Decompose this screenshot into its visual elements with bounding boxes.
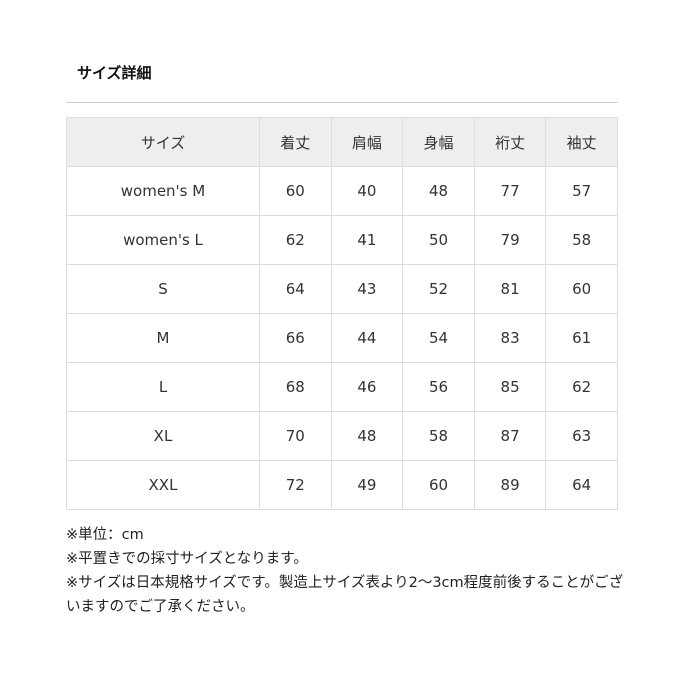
measurement-cell: 46 <box>330 362 404 412</box>
table-row: S 64 43 52 81 60 <box>66 264 618 314</box>
measurement-cell: 70 <box>259 411 332 461</box>
measurement-cell: 58 <box>545 215 618 265</box>
header-sleeve: 袖丈 <box>545 117 618 167</box>
measurement-cell: 77 <box>473 166 547 216</box>
measurement-cell: 60 <box>545 264 618 314</box>
measurement-cell: 50 <box>402 215 475 265</box>
size-label-cell: XXL <box>66 460 260 510</box>
size-table: サイズ 着丈 肩幅 身幅 裄丈 袖丈 women's M 60 40 48 77 57 wo… <box>66 117 618 510</box>
measurement-cell: 72 <box>259 460 332 510</box>
measurement-cell: 68 <box>259 362 332 412</box>
measurement-cell: 66 <box>259 313 332 363</box>
header-yuki: 裄丈 <box>473 117 547 167</box>
header-length: 着丈 <box>259 117 332 167</box>
measurement-cell: 52 <box>402 264 475 314</box>
measurement-cell: 79 <box>473 215 547 265</box>
notes: ※単位：cm ※平置きでの採寸サイズとなります。 ※サイズは日本規格サイズです。… <box>66 523 626 619</box>
measurement-cell: 54 <box>402 313 475 363</box>
measurement-cell: 48 <box>330 411 404 461</box>
measurement-cell: 40 <box>330 166 404 216</box>
measurement-cell: 64 <box>259 264 332 314</box>
measurement-cell: 89 <box>473 460 547 510</box>
measurement-cell: 62 <box>259 215 332 265</box>
divider <box>66 102 618 103</box>
header-chest: 身幅 <box>402 117 475 167</box>
measurement-cell: 60 <box>259 166 332 216</box>
measurement-cell: 64 <box>545 460 618 510</box>
measurement-cell: 43 <box>330 264 404 314</box>
measurement-cell: 85 <box>473 362 547 412</box>
measurement-cell: 56 <box>402 362 475 412</box>
note-unit: ※単位：cm <box>66 527 144 543</box>
measurement-cell: 87 <box>473 411 547 461</box>
table-row: XXL 72 49 60 89 64 <box>66 460 618 510</box>
note-measure: ※平置きでの採寸サイズとなります。 <box>66 551 308 567</box>
size-label-cell: L <box>66 362 260 412</box>
measurement-cell: 83 <box>473 313 547 363</box>
measurement-cell: 57 <box>545 166 618 216</box>
table-row: women's L 62 41 50 79 58 <box>66 215 618 265</box>
measurement-cell: 61 <box>545 313 618 363</box>
table-row: women's M 60 40 48 77 57 <box>66 166 618 216</box>
measurement-cell: 58 <box>402 411 475 461</box>
measurement-cell: 41 <box>330 215 404 265</box>
size-label-cell: women's M <box>66 166 260 216</box>
measurement-cell: 49 <box>330 460 404 510</box>
measurement-cell: 62 <box>545 362 618 412</box>
note-standard: ※サイズは日本規格サイズです。製造上サイズ表より2〜3cm程度前後することがござ… <box>66 575 624 615</box>
table-header-row: サイズ 着丈 肩幅 身幅 裄丈 袖丈 <box>66 117 618 167</box>
size-label-cell: S <box>66 264 260 314</box>
header-shoulder: 肩幅 <box>330 117 404 167</box>
measurement-cell: 44 <box>330 313 404 363</box>
size-label-cell: women's L <box>66 215 260 265</box>
measurement-cell: 48 <box>402 166 475 216</box>
table-row: M 66 44 54 83 61 <box>66 313 618 363</box>
measurement-cell: 60 <box>402 460 475 510</box>
section-title: サイズ詳細 <box>77 64 152 82</box>
size-label-cell: M <box>66 313 260 363</box>
measurement-cell: 81 <box>473 264 547 314</box>
measurement-cell: 63 <box>545 411 618 461</box>
table-row: L 68 46 56 85 62 <box>66 362 618 412</box>
header-size: サイズ <box>66 117 260 167</box>
table-row: XL 70 48 58 87 63 <box>66 411 618 461</box>
size-label-cell: XL <box>66 411 260 461</box>
